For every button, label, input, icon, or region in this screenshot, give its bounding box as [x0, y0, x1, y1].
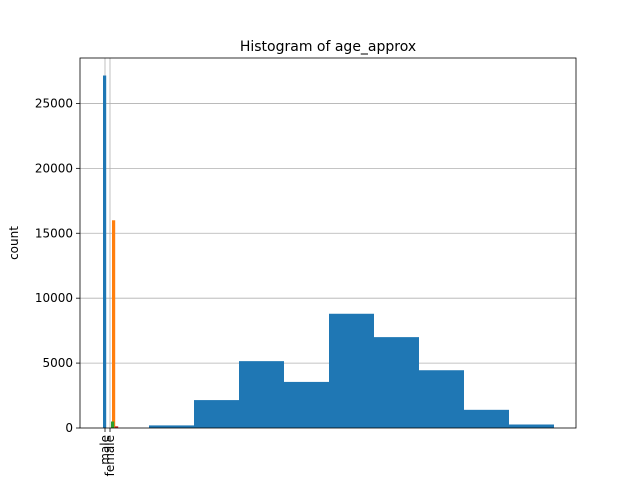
histogram-bin	[464, 409, 509, 428]
y-tick-label: 15000	[35, 226, 73, 240]
category-bar	[103, 75, 107, 429]
histogram-bin	[419, 370, 464, 428]
x-tick-label: male	[98, 435, 112, 465]
y-tick-label: 5000	[42, 356, 73, 370]
histogram-bin	[194, 400, 239, 428]
bars	[103, 75, 554, 429]
category-bar	[111, 421, 115, 428]
histogram-bin	[509, 424, 554, 428]
histogram-bin	[239, 361, 284, 428]
y-tick-label: 20000	[35, 161, 73, 175]
y-tick-label: 10000	[35, 291, 73, 305]
x-tick-label: female	[103, 435, 117, 476]
y-tick-label: 0	[65, 421, 73, 435]
histogram-bin	[374, 337, 419, 428]
chart-title: Histogram of age_approx	[240, 39, 416, 55]
y-axis-ticks: 0 5000 10000 15000 20000 25000	[35, 96, 80, 435]
category-bar	[115, 426, 119, 428]
grid-lines	[80, 103, 576, 364]
plot-area-frame	[79, 57, 577, 429]
histogram-bin	[149, 425, 194, 428]
category-bar	[112, 220, 116, 428]
histogram-bin	[329, 313, 374, 428]
y-tick-label: 25000	[35, 96, 73, 110]
y-axis-label: count	[7, 226, 21, 260]
histogram-bin	[284, 381, 329, 428]
